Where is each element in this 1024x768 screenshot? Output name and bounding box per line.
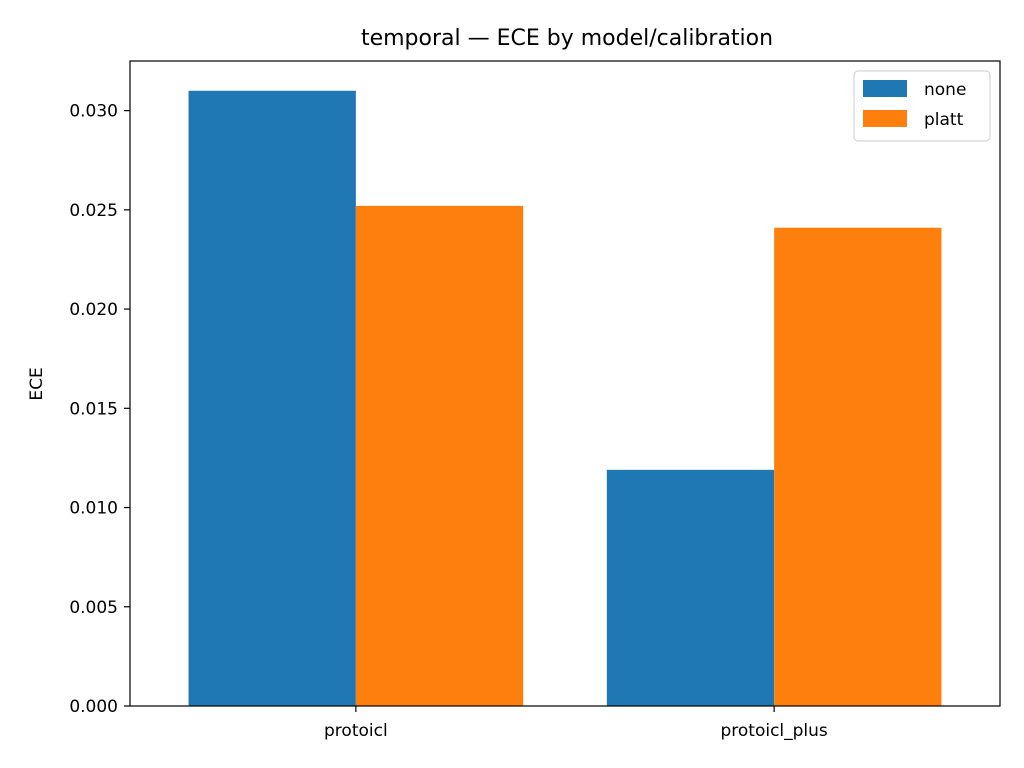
bar-none-protoicl_plus xyxy=(606,469,775,706)
bar-none-protoicl xyxy=(188,90,356,707)
y-tick-label: 0.000 xyxy=(69,697,118,717)
plot-frame xyxy=(129,60,1001,707)
bars-group xyxy=(188,90,942,707)
legend-swatch-none xyxy=(863,80,907,97)
y-tick-label: 0.005 xyxy=(69,598,118,618)
y-axis-label: ECE xyxy=(27,367,47,400)
y-tick-label: 0.020 xyxy=(69,300,118,320)
legend-swatch-platt xyxy=(863,110,907,127)
bar-platt-protoicl_plus xyxy=(774,227,942,706)
legend-label-platt: platt xyxy=(924,110,964,130)
x-axis: protoicl protoicl_plus xyxy=(324,706,828,741)
x-tick-label: protoicl_plus xyxy=(720,721,827,741)
chart-title: temporal — ECE by model/calibration xyxy=(361,26,773,51)
legend-label-none: none xyxy=(924,80,966,100)
y-tick-label: 0.030 xyxy=(69,102,118,122)
y-tick-label: 0.010 xyxy=(69,499,118,519)
y-axis: 0.000 0.005 0.010 0.015 0.020 0.025 0.030 xyxy=(69,102,130,717)
bar-platt-protoicl xyxy=(355,205,524,706)
y-tick-label: 0.025 xyxy=(69,201,118,221)
legend: none platt xyxy=(853,70,991,142)
x-tick-label: protoicl xyxy=(324,721,388,741)
y-tick-label: 0.015 xyxy=(69,399,118,419)
